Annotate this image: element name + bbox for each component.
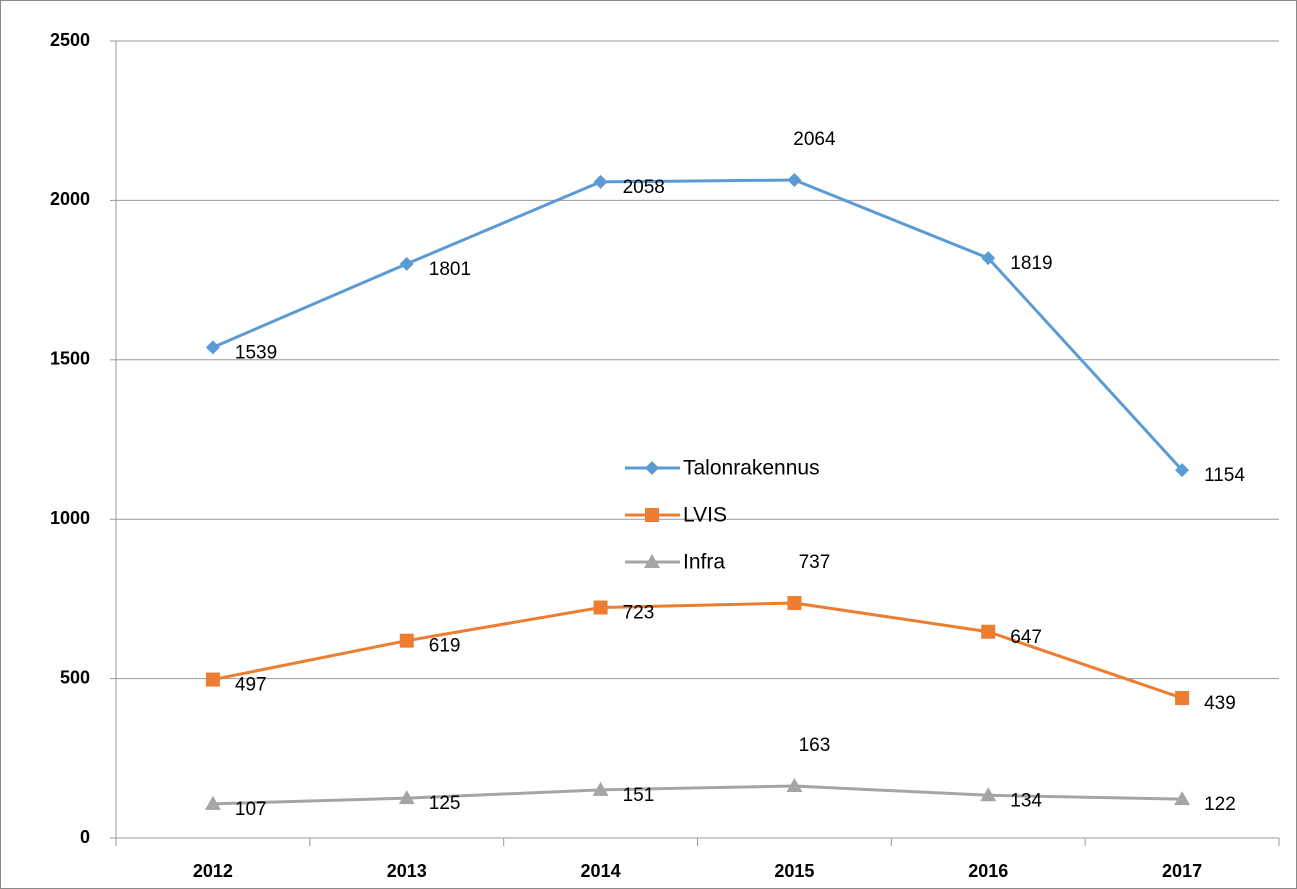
legend-label: LVIS bbox=[683, 504, 727, 527]
marker bbox=[645, 508, 659, 522]
marker bbox=[205, 340, 220, 355]
marker bbox=[205, 672, 220, 687]
marker bbox=[398, 790, 415, 805]
marker bbox=[593, 174, 608, 189]
data-label: 163 bbox=[799, 735, 831, 756]
marker bbox=[399, 633, 414, 648]
series-line bbox=[212, 178, 1184, 472]
y-tick-label: 0 bbox=[80, 827, 90, 847]
y-tick-label: 500 bbox=[60, 667, 90, 687]
marker bbox=[1175, 463, 1190, 478]
data-label: 439 bbox=[1204, 693, 1236, 714]
legend: Talonrakennus LVIS Infra bbox=[625, 457, 820, 574]
marker bbox=[787, 172, 802, 187]
x-tick-label: 2014 bbox=[581, 861, 621, 881]
x-tick-label: 2015 bbox=[774, 861, 814, 881]
marker bbox=[204, 795, 221, 810]
data-label: 2064 bbox=[793, 129, 836, 150]
marker bbox=[592, 781, 609, 796]
marker bbox=[786, 778, 803, 793]
legend-label: Talonrakennus bbox=[683, 457, 820, 480]
x-tick-label: 2017 bbox=[1162, 861, 1202, 881]
marker bbox=[1174, 791, 1191, 806]
data-label: 1801 bbox=[429, 259, 471, 280]
marker bbox=[981, 251, 996, 266]
data-label: 737 bbox=[799, 552, 831, 573]
data-label: 497 bbox=[235, 675, 267, 696]
marker bbox=[981, 624, 996, 639]
marker bbox=[399, 256, 414, 271]
marker bbox=[1175, 691, 1190, 706]
data-label: 125 bbox=[429, 793, 461, 814]
y-tick-label: 1000 bbox=[50, 508, 90, 528]
data-label: 1819 bbox=[1010, 253, 1052, 274]
marker bbox=[644, 554, 660, 568]
x-tick-label: 2012 bbox=[193, 861, 233, 881]
marker bbox=[593, 600, 608, 615]
data-label: 122 bbox=[1204, 794, 1236, 815]
data-label: 107 bbox=[235, 799, 267, 820]
data-label: 723 bbox=[623, 603, 655, 624]
legend-label: Infra bbox=[683, 551, 725, 574]
marker bbox=[645, 461, 659, 475]
data-label: 1154 bbox=[1204, 465, 1245, 486]
y-tick-label: 1500 bbox=[50, 349, 90, 369]
data-label: 1539 bbox=[235, 342, 277, 363]
data-label: 151 bbox=[623, 785, 655, 806]
series-line bbox=[212, 784, 1183, 806]
y-tick-label: 2500 bbox=[50, 30, 90, 50]
data-label: 619 bbox=[429, 636, 461, 657]
marker bbox=[787, 596, 802, 611]
x-tick-label: 2016 bbox=[968, 861, 1008, 881]
data-label: 134 bbox=[1010, 790, 1042, 811]
data-label: 2058 bbox=[623, 177, 665, 198]
y-tick-label: 2000 bbox=[50, 189, 90, 209]
marker bbox=[980, 787, 997, 802]
x-tick-label: 2013 bbox=[387, 861, 427, 881]
series-line bbox=[212, 601, 1183, 700]
data-label: 647 bbox=[1010, 627, 1042, 648]
